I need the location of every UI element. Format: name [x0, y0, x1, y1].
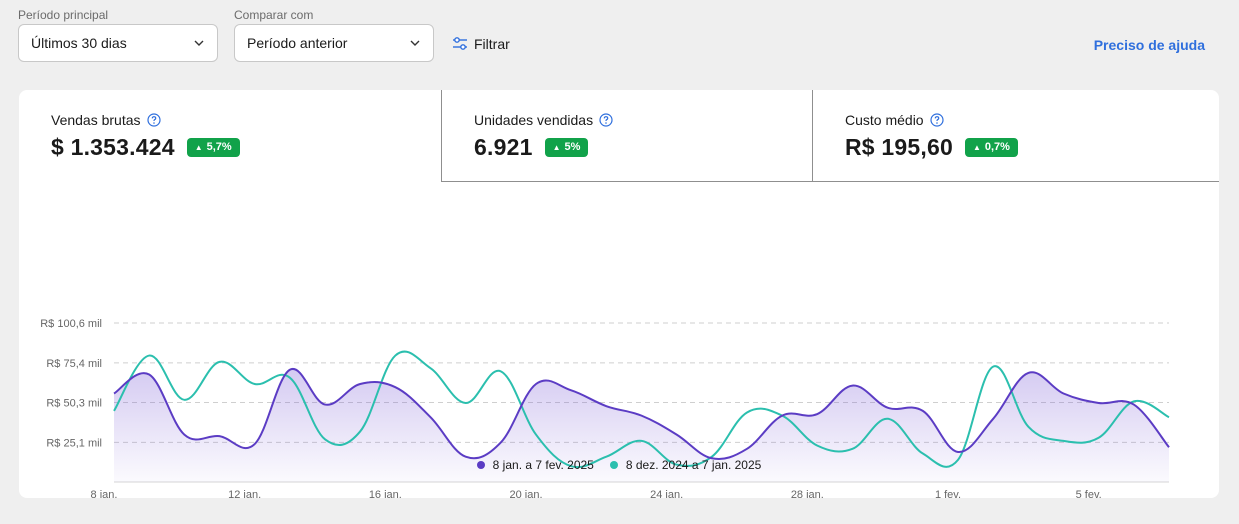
kpi-title-text: Unidades vendidas: [474, 112, 594, 128]
kpi-tab-units-sold[interactable]: Unidades vendidas 6.921 ▲ 5%: [441, 90, 812, 182]
filter-bar: Período principal Últimos 30 dias Compar…: [18, 8, 510, 62]
legend-label: 8 dez. 2024 a 7 jan. 2025: [625, 458, 762, 472]
kpi-title-text: Custo médio: [845, 112, 924, 128]
legend-dot: [476, 461, 485, 469]
kpi-value: 6.921: [474, 134, 533, 160]
kpi-title: Custo médio: [845, 112, 1219, 128]
legend-item-previous[interactable]: 8 dez. 2024 a 7 jan. 2025: [609, 458, 762, 472]
chevron-down-icon: [194, 40, 204, 46]
kpi-row: $ 1.353.424 ▲ 5,7%: [51, 134, 441, 161]
period-select-value: Últimos 30 dias: [31, 35, 127, 51]
change-value: 5,7%: [206, 141, 232, 153]
compare-field: Comparar com Período anterior: [234, 8, 434, 62]
filter-button[interactable]: Filtrar: [452, 36, 510, 52]
x-tick-label: 5 fev.: [1076, 489, 1102, 498]
x-tick-label: 8 jan.: [91, 489, 118, 498]
help-circle-icon[interactable]: [599, 113, 613, 127]
series-line-previous: [113, 350, 1170, 469]
y-tick-label: R$ 25,1 mil: [46, 437, 102, 449]
y-tick-label: R$ 50,3 mil: [46, 398, 102, 410]
series-line-current: [113, 368, 1170, 460]
y-tick-label: R$ 100,6 mil: [40, 318, 102, 330]
kpi-title-text: Vendas brutas: [51, 112, 141, 128]
kpi-value: R$ 195,60: [845, 134, 953, 160]
legend-item-current[interactable]: 8 jan. a 7 fev. 2025: [476, 458, 594, 472]
kpi-row: R$ 195,60 ▲ 0,7%: [845, 134, 1219, 161]
kpi-title: Vendas brutas: [51, 112, 441, 128]
help-circle-icon[interactable]: [146, 113, 161, 127]
chart-legend: 8 jan. a 7 fev. 2025 8 dez. 2024 a 7 jan…: [19, 458, 1219, 472]
series-area-current: [114, 368, 1169, 482]
arrow-up-icon: ▲: [972, 143, 981, 152]
compare-select-value: Período anterior: [247, 35, 348, 51]
period-select[interactable]: Últimos 30 dias: [18, 24, 218, 62]
compare-select[interactable]: Período anterior: [234, 24, 434, 62]
change-badge: ▲ 0,7%: [964, 138, 1018, 157]
help-circle-icon[interactable]: [929, 113, 944, 127]
sliders-icon: [453, 37, 467, 50]
kpi-tabs: Vendas brutas $ 1.353.424 ▲ 5,7% Unidades…: [19, 90, 1219, 182]
period-field: Período principal Últimos 30 dias: [18, 8, 218, 62]
kpi-title: Unidades vendidas: [474, 112, 812, 128]
x-tick-label: 1 fev.: [935, 489, 961, 498]
compare-label: Comparar com: [234, 8, 314, 22]
kpi-value: $ 1.353.424: [51, 134, 175, 160]
period-label: Período principal: [18, 8, 109, 22]
x-tick-label: 16 jan.: [369, 489, 402, 498]
sales-line-chart: R$ 25,1 mil R$ 50,3 mil R$ 75,4 mil R$ 100,…: [40, 318, 1170, 498]
x-tick-label: 28 jan.: [791, 489, 824, 498]
change-badge: ▲ 5,7%: [186, 138, 240, 157]
help-link[interactable]: Preciso de ajuda: [1093, 37, 1205, 53]
kpi-row: 6.921 ▲ 5%: [474, 134, 812, 161]
arrow-up-icon: ▲: [552, 143, 561, 152]
arrow-up-icon: ▲: [194, 143, 203, 152]
metrics-card: Vendas brutas $ 1.353.424 ▲ 5,7% Unidades…: [19, 90, 1219, 498]
x-tick-label: 12 jan.: [228, 489, 261, 498]
y-tick-label: R$ 75,4 mil: [46, 358, 102, 370]
x-tick-label: 20 jan.: [509, 489, 542, 498]
change-value: 0,7%: [984, 141, 1010, 153]
kpi-tab-gross-sales[interactable]: Vendas brutas $ 1.353.424 ▲ 5,7%: [19, 90, 441, 182]
legend-dot: [609, 461, 618, 469]
change-value: 5%: [564, 141, 581, 153]
legend-label: 8 jan. a 7 fev. 2025: [492, 458, 594, 472]
kpi-tab-average-cost[interactable]: Custo médio R$ 195,60 ▲ 0,7%: [812, 90, 1219, 182]
x-tick-label: 24 jan.: [650, 489, 683, 498]
change-badge: ▲ 5%: [544, 138, 589, 157]
chevron-down-icon: [410, 40, 420, 46]
filter-button-label: Filtrar: [474, 36, 510, 52]
